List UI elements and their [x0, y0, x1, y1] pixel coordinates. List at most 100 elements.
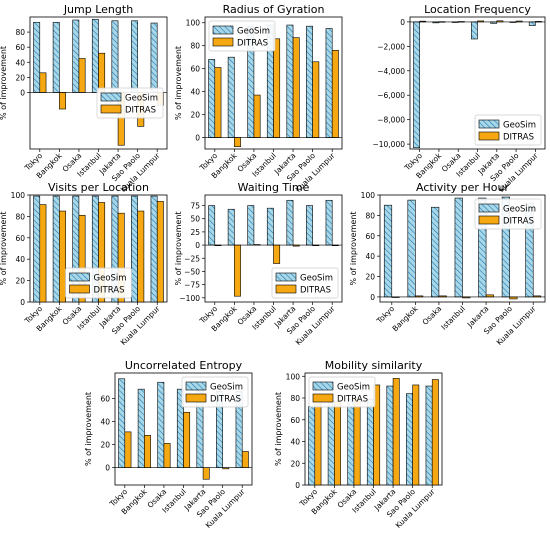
- legend-label: DITRAS: [503, 217, 534, 227]
- y-tick-label: 0: [195, 134, 200, 143]
- legend-swatch-ditras: [212, 37, 234, 47]
- chart-title: Uncorrelated Entropy: [125, 359, 243, 372]
- geosim-bar: [91, 18, 99, 93]
- geosim-bar: [208, 205, 216, 246]
- ditras-bar: [39, 72, 47, 93]
- legend-swatch-ditras: [478, 131, 500, 141]
- ditras-bar: [202, 467, 210, 480]
- y-axis-label: % of improvement: [84, 392, 93, 466]
- geosim-bar: [150, 195, 158, 303]
- ditras-bar: [373, 384, 381, 486]
- geosim-bar: [247, 205, 255, 246]
- geosim-bar: [137, 388, 145, 468]
- y-tick-label: −100: [179, 294, 200, 303]
- y-tick-label: 40: [190, 88, 200, 97]
- legend-label: DITRAS: [337, 395, 368, 405]
- legend-swatch-geosim: [185, 381, 207, 391]
- ditras-bar: [156, 201, 164, 303]
- y-tick-label: −2,000: [377, 42, 405, 51]
- geosim-bar: [406, 393, 413, 486]
- geosim-bar: [308, 406, 316, 486]
- y-tick-label: 50: [190, 215, 200, 224]
- y-tick-label: 60: [100, 394, 110, 403]
- chart-panel-5: Waiting Time 75 50 25 0 −25 −50 −75 −100 % of imp…: [174, 181, 343, 347]
- ditras-bar: [234, 244, 241, 297]
- ditras-bar: [144, 435, 151, 468]
- legend-label: GeoSim: [503, 121, 536, 131]
- legend-swatch-ditras: [275, 284, 297, 294]
- y-tick-label: 25: [190, 228, 200, 237]
- legend-label: GeoSim: [210, 383, 243, 393]
- y-tick-label: 100: [11, 191, 26, 200]
- chart-title: Location Frequency: [424, 3, 531, 16]
- ditras-bar: [124, 431, 132, 468]
- geosim-bar: [111, 20, 119, 93]
- ditras-bar: [78, 215, 86, 303]
- ditras-bar: [273, 38, 281, 138]
- ditras-bar: [234, 137, 241, 148]
- geosim-bar: [306, 205, 313, 246]
- y-tick-label: 40: [100, 417, 110, 426]
- geosim-bar: [325, 28, 333, 138]
- geosim-bar: [227, 208, 235, 246]
- y-tick-label: 0: [20, 298, 25, 307]
- legend-swatch-ditras: [100, 104, 122, 114]
- chart-panel-8: Mobility similarity 0 20 40 60 80 100 % of impr…: [274, 359, 443, 530]
- legend-swatch-geosim: [212, 25, 234, 35]
- y-tick-label: −8,000: [377, 116, 405, 125]
- y-tick-label: −10,000: [372, 140, 405, 149]
- chart-title: Visits per Location: [48, 181, 149, 194]
- chart-title: Mobility similarity: [325, 359, 423, 372]
- y-tick-label: 80: [365, 211, 375, 220]
- x-tick-label: Tokyo: [374, 304, 396, 326]
- geosim-bar: [413, 21, 420, 149]
- legend: GeoSim DITRAS: [271, 267, 339, 299]
- legend-label: GeoSim: [337, 383, 370, 393]
- ditras-bar: [98, 202, 106, 303]
- y-axis-label: % of improvement: [174, 211, 183, 285]
- y-axis-label: % of improvement: [349, 211, 358, 285]
- x-tick-label: Bangkok: [391, 304, 421, 334]
- chart-panel-7: Uncorrelated Entropy 0 20 40 60 % of improvem…: [84, 359, 253, 530]
- y-tick-label: 60: [365, 232, 375, 241]
- geosim-bar: [386, 385, 394, 486]
- geosim-bar: [325, 199, 333, 246]
- geosim-bar: [52, 21, 60, 93]
- y-tick-label: 0: [400, 18, 405, 27]
- y-tick-label: 0: [105, 464, 110, 473]
- legend-swatch-geosim: [69, 272, 90, 282]
- y-tick-label: 20: [15, 73, 25, 82]
- y-tick-label: 60: [15, 234, 25, 243]
- y-tick-label: 20: [290, 459, 300, 468]
- geosim-bar: [227, 56, 235, 138]
- legend: GeoSim DITRAS: [65, 267, 132, 299]
- geosim-bar: [131, 195, 138, 303]
- geosim-bar: [471, 21, 478, 40]
- y-tick-label: 100: [186, 19, 201, 28]
- legend-label: GeoSim: [125, 94, 158, 104]
- ditras-bar: [509, 296, 518, 300]
- ditras-bar: [292, 37, 300, 138]
- legend-label: DITRAS: [300, 286, 331, 296]
- y-tick-label: 75: [190, 202, 200, 211]
- legend-swatch-geosim: [312, 381, 334, 391]
- geosim-bar: [150, 22, 158, 93]
- legend: GeoSim DITRAS: [181, 376, 249, 408]
- y-tick-label: 40: [365, 252, 375, 261]
- geosim-bar: [383, 204, 393, 298]
- ditras-bar: [137, 210, 145, 303]
- ditras-bar: [163, 443, 171, 468]
- legend-label: DITRAS: [210, 395, 241, 405]
- legend-label: DITRAS: [237, 39, 268, 49]
- legend: GeoSim DITRAS: [474, 114, 542, 146]
- geosim-bar: [118, 378, 126, 468]
- legend: GeoSim DITRAS: [308, 376, 376, 408]
- chart-title: Activity per Hour: [416, 181, 509, 194]
- legend-swatch-ditras: [478, 215, 500, 225]
- geosim-bar: [528, 21, 536, 26]
- ditras-bar: [312, 61, 320, 138]
- geosim-bar: [33, 21, 41, 93]
- y-tick-label: 0: [20, 88, 25, 97]
